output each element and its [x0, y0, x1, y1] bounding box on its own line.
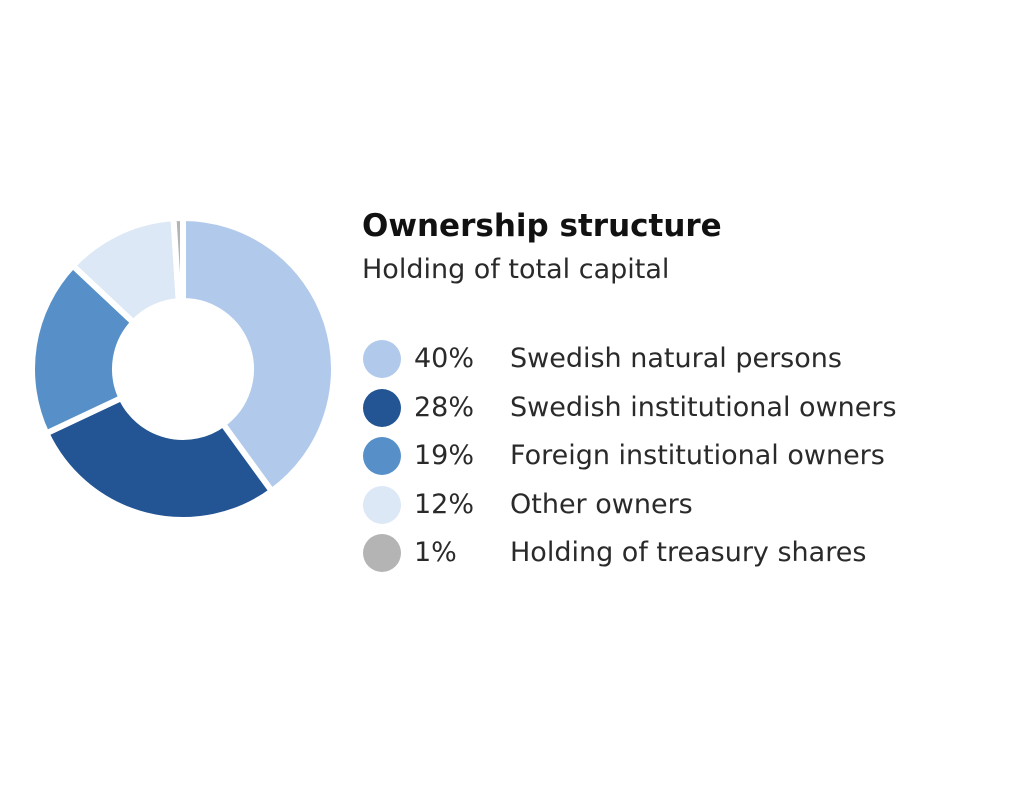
- chart-subtitle: Holding of total capital: [362, 254, 670, 285]
- legend-value: 19%: [414, 440, 475, 471]
- legend-label: Foreign institutional owners: [510, 440, 885, 471]
- legend-swatch-swedish-natural-persons: [363, 340, 401, 378]
- donut-slice-holding-of-treasury-shares: [170, 214, 186, 305]
- legend-swatch-foreign-institutional-owners: [363, 437, 401, 475]
- legend-item-foreign-institutional-owners: 19% Foreign institutional owners: [362, 433, 1002, 482]
- legend-value: 28%: [414, 391, 475, 423]
- legend-label: Holding of treasury shares: [510, 537, 867, 568]
- legend-item-holding-of-treasury-shares: 1% Holding of treasury shares: [362, 530, 1002, 579]
- chart-legend: 40% Swedish natural persons 28% Swedish …: [362, 336, 1002, 579]
- legend-swatch-swedish-institutional-owners: [363, 388, 401, 427]
- chart-title: Ownership structure: [362, 208, 722, 244]
- ownership-donut-chart: [29, 214, 337, 523]
- legend-swatch-other-owners: [363, 485, 401, 524]
- legend-item-swedish-natural-persons: 40% Swedish natural persons: [362, 336, 1002, 385]
- legend-swatch-holding-of-treasury-shares: [363, 534, 401, 572]
- donut-slice-foreign-institutional-owners: [29, 261, 138, 438]
- legend-label: Swedish natural persons: [510, 343, 842, 374]
- legend-value: 40%: [414, 343, 475, 374]
- legend-item-other-owners: 12% Other owners: [362, 482, 1002, 531]
- donut-slice-swedish-natural-persons: [180, 214, 337, 496]
- legend-label: Swedish institutional owners: [510, 391, 897, 423]
- legend-label: Other owners: [510, 488, 693, 520]
- legend-item-swedish-institutional-owners: 28% Swedish institutional owners: [362, 385, 1002, 434]
- legend-value: 1%: [414, 537, 457, 568]
- legend-value: 12%: [414, 488, 475, 520]
- donut-slice-swedish-institutional-owners: [42, 393, 276, 523]
